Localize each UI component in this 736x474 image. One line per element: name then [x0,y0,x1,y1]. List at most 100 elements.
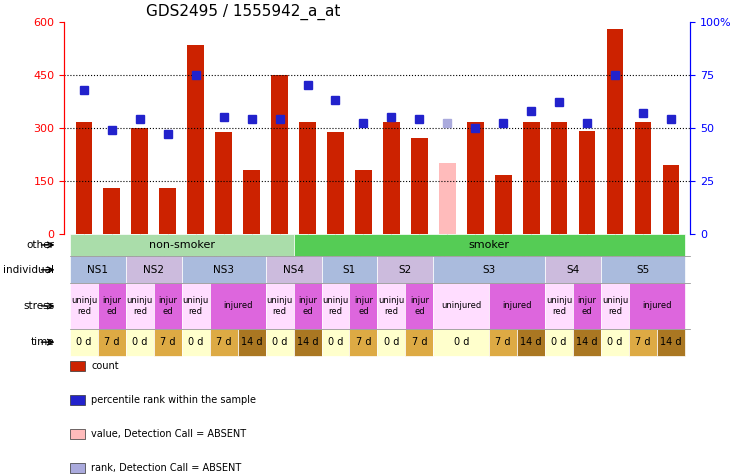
Text: uninju
red: uninju red [322,296,349,316]
Bar [495,175,512,234]
Text: injur
ed: injur ed [354,296,373,316]
FancyBboxPatch shape [98,328,126,356]
FancyBboxPatch shape [70,463,85,473]
FancyBboxPatch shape [266,256,322,283]
Bar [355,170,372,234]
Text: 14 d: 14 d [297,337,318,347]
FancyBboxPatch shape [601,328,629,356]
Text: injured: injured [223,301,252,310]
Text: 7 d: 7 d [355,337,371,347]
FancyBboxPatch shape [434,256,545,283]
Text: uninju
red: uninju red [546,296,572,316]
FancyBboxPatch shape [573,328,601,356]
Text: stress: stress [23,301,54,311]
FancyBboxPatch shape [657,328,685,356]
FancyBboxPatch shape [70,256,126,283]
FancyBboxPatch shape [322,283,350,328]
FancyBboxPatch shape [70,395,85,405]
FancyBboxPatch shape [406,328,434,356]
Text: 7 d: 7 d [216,337,231,347]
FancyBboxPatch shape [182,328,210,356]
Text: 7 d: 7 d [411,337,427,347]
FancyBboxPatch shape [629,328,657,356]
Text: smoker: smoker [469,240,510,250]
FancyBboxPatch shape [70,234,294,256]
Text: 0 d: 0 d [77,337,91,347]
FancyBboxPatch shape [434,283,489,328]
Text: 7 d: 7 d [495,337,511,347]
Text: non-smoker: non-smoker [149,240,215,250]
Bar [132,128,148,234]
Bar [299,122,316,234]
FancyBboxPatch shape [238,328,266,356]
FancyBboxPatch shape [350,328,378,356]
Text: injur
ed: injur ed [578,296,597,316]
FancyBboxPatch shape [350,283,378,328]
FancyBboxPatch shape [210,283,266,328]
Text: uninju
red: uninju red [602,296,628,316]
Text: 7 d: 7 d [104,337,120,347]
FancyBboxPatch shape [70,361,85,371]
FancyBboxPatch shape [294,234,685,256]
FancyBboxPatch shape [489,328,517,356]
Bar [216,132,232,234]
FancyBboxPatch shape [378,283,406,328]
Text: 0 d: 0 d [132,337,147,347]
Text: injur
ed: injur ed [410,296,429,316]
Bar [551,122,567,234]
FancyBboxPatch shape [294,328,322,356]
Text: uninju
red: uninju red [378,296,405,316]
Text: injured: injured [643,301,672,310]
FancyBboxPatch shape [126,283,154,328]
FancyBboxPatch shape [98,283,126,328]
Bar [76,122,92,234]
Text: 0 d: 0 d [272,337,287,347]
Text: time: time [31,337,54,347]
Text: rank, Detection Call = ABSENT: rank, Detection Call = ABSENT [91,463,241,473]
FancyBboxPatch shape [294,283,322,328]
Bar [606,29,623,234]
FancyBboxPatch shape [70,428,85,439]
Bar [467,122,484,234]
Text: uninju
red: uninju red [183,296,209,316]
FancyBboxPatch shape [573,283,601,328]
Text: 0 d: 0 d [453,337,469,347]
Text: 7 d: 7 d [635,337,651,347]
Bar [523,122,539,234]
Text: NS2: NS2 [144,265,164,275]
Bar [188,45,204,234]
Text: S4: S4 [567,265,580,275]
Bar [411,138,428,234]
Text: S2: S2 [399,265,412,275]
FancyBboxPatch shape [70,328,98,356]
Text: injur
ed: injur ed [158,296,177,316]
Text: 14 d: 14 d [576,337,598,347]
Bar [662,165,679,234]
Text: injur
ed: injur ed [102,296,121,316]
Bar [104,188,120,234]
FancyBboxPatch shape [126,256,182,283]
Text: other: other [26,240,54,250]
Text: 0 d: 0 d [607,337,623,347]
Text: 7 d: 7 d [160,337,175,347]
Text: GDS2495 / 1555942_a_at: GDS2495 / 1555942_a_at [146,4,340,20]
FancyBboxPatch shape [517,328,545,356]
Bar [634,122,651,234]
FancyBboxPatch shape [489,283,545,328]
Text: individual: individual [3,265,54,275]
FancyBboxPatch shape [545,283,573,328]
FancyBboxPatch shape [266,283,294,328]
Bar [578,131,595,234]
Text: 0 d: 0 d [383,337,399,347]
FancyBboxPatch shape [406,283,434,328]
Bar [243,170,260,234]
FancyBboxPatch shape [266,328,294,356]
Text: S5: S5 [637,265,650,275]
FancyBboxPatch shape [154,283,182,328]
Text: value, Detection Call = ABSENT: value, Detection Call = ABSENT [91,428,247,439]
FancyBboxPatch shape [322,328,350,356]
Text: percentile rank within the sample: percentile rank within the sample [91,395,256,405]
FancyBboxPatch shape [378,256,434,283]
Text: 0 d: 0 d [188,337,203,347]
FancyBboxPatch shape [210,328,238,356]
